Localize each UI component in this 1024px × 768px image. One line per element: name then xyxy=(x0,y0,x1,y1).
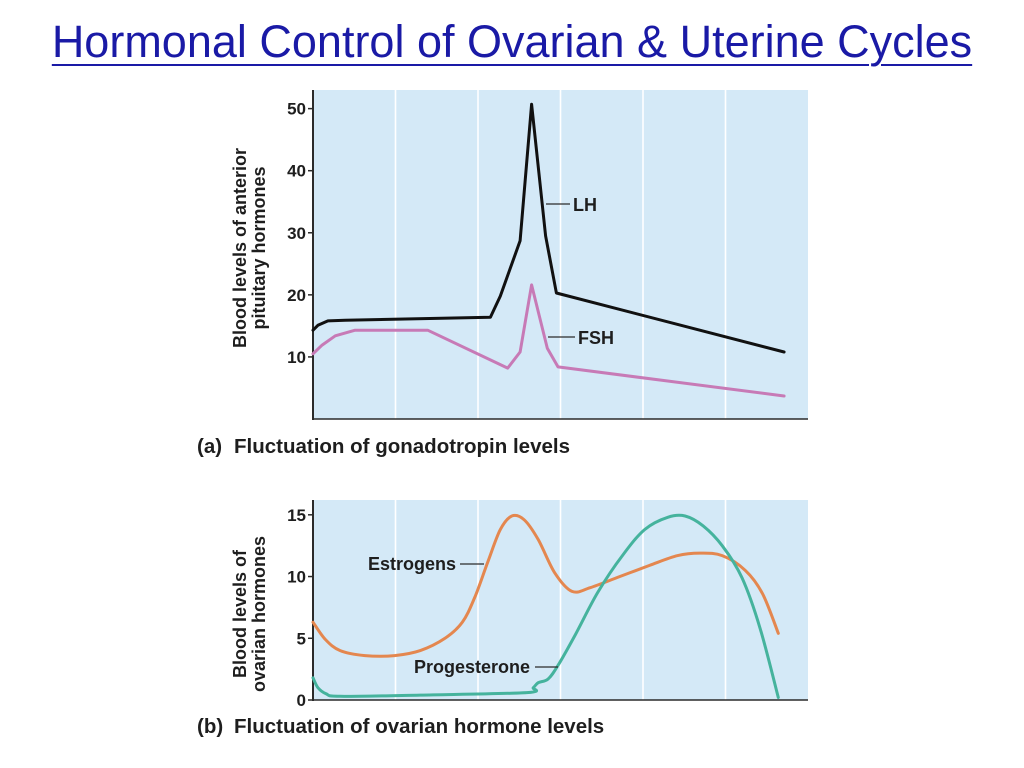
panel-label: (a) xyxy=(197,435,222,458)
series-label-fsh: FSH xyxy=(578,328,614,348)
series-label-lh: LH xyxy=(573,195,597,215)
y-tick-label: 40 xyxy=(287,162,306,181)
y-tick-label: 20 xyxy=(287,286,306,305)
y-axis-label: Blood levels of anterior xyxy=(230,148,250,348)
y-tick-label: 50 xyxy=(287,100,306,119)
y-tick-label: 10 xyxy=(287,348,306,367)
y-tick-label: 15 xyxy=(287,506,306,525)
series-line-progesterone xyxy=(311,513,780,699)
chart-ovarian: 0 5 10 15 Estrogens Progesterone Blood levels … xyxy=(197,500,808,738)
series-line-estrogens xyxy=(311,513,780,658)
chart-caption: Fluctuation of gonadotropin levels xyxy=(234,435,570,458)
series-line-lh xyxy=(311,102,786,354)
chart-caption: Fluctuation of ovarian hormone levels xyxy=(234,715,604,738)
chart-gonadotropin: 10 20 30 40 50 LH FSH Blood levels of anterior p… xyxy=(197,90,808,458)
y-tick-label: 5 xyxy=(297,629,306,648)
y-axis-label: pituitary hormones xyxy=(249,166,269,329)
y-tick-label: 0 xyxy=(297,691,306,710)
series-line-fsh xyxy=(311,283,786,398)
y-tick-label: 10 xyxy=(287,568,306,587)
y-axis-label: ovarian hormones xyxy=(249,536,269,692)
series-label-estrogens: Estrogens xyxy=(368,554,456,574)
y-axis-label: Blood levels of xyxy=(230,549,250,678)
series-label-progesterone: Progesterone xyxy=(414,657,530,677)
slide-title: Hormonal Control of Ovarian & Uterine Cy… xyxy=(51,16,973,67)
panel-label: (b) xyxy=(197,715,223,738)
y-tick-label: 30 xyxy=(287,224,306,243)
